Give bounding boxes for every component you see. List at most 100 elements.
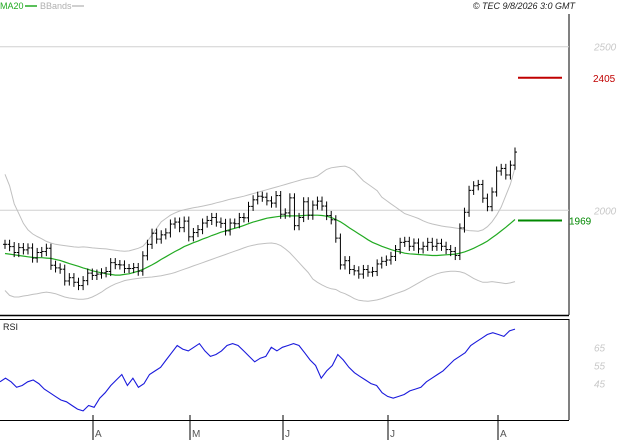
- ohlc-bar: [159, 230, 164, 244]
- ohlc-bar: [113, 258, 118, 270]
- ohlc-bar: [324, 201, 329, 221]
- bollinger-lower-line: [4, 242, 516, 302]
- ohlc-bar: [90, 268, 95, 280]
- ohlc-bar: [283, 208, 288, 219]
- ohlc-bar: [278, 191, 283, 219]
- ohlc-bar: [145, 239, 150, 261]
- ohlc-bar: [494, 166, 499, 197]
- ohlc-bar: [448, 244, 453, 257]
- ohlc-bar: [338, 233, 343, 270]
- ohlc-bar: [127, 263, 132, 274]
- ohlc-bar: [99, 268, 104, 279]
- ohlc-bar: [320, 196, 325, 211]
- ohlc-bar: [186, 216, 191, 242]
- ohlc-bar: [81, 276, 86, 291]
- ohlc-bar: [191, 227, 196, 242]
- ohlc-bar: [7, 239, 12, 252]
- ohlc-bar: [407, 236, 412, 251]
- ohlc-bar: [223, 218, 228, 236]
- ohlc-bar: [182, 216, 187, 233]
- ohlc-bar: [375, 259, 380, 277]
- ma20-line: [4, 214, 516, 276]
- ohlc-bar: [356, 266, 361, 279]
- ohlc-bar: [48, 243, 53, 270]
- ohlc-bar: [228, 218, 233, 236]
- ohlc-bar: [365, 264, 370, 277]
- ohlc-bar: [251, 195, 256, 211]
- ohlc-bar: [16, 243, 21, 258]
- ohlc-bar: [136, 262, 141, 276]
- ohlc-bar: [122, 260, 127, 274]
- ohlc-bar: [131, 262, 136, 274]
- ohlc-bar: [306, 197, 311, 220]
- ohlc-bar: [393, 244, 398, 262]
- ohlc-bar: [104, 266, 109, 278]
- ohlc-bar: [177, 217, 182, 233]
- ohlc-bar: [58, 263, 63, 274]
- ohlc-bar: [218, 217, 223, 228]
- ohlc-bar: [200, 218, 205, 235]
- ohlc-bar: [12, 242, 17, 258]
- ohlc-bar: [467, 185, 472, 217]
- ohlc-bar: [117, 260, 122, 270]
- ohlc-bar: [269, 196, 274, 208]
- ohlc-bar: [35, 247, 40, 263]
- ohlc-bar: [274, 191, 279, 208]
- ohlc-bar: [439, 238, 444, 251]
- ohlc-bar: [3, 239, 7, 249]
- ohlc-bar: [94, 269, 99, 280]
- rsi-line: [0, 328, 516, 412]
- ohlc-bar: [310, 200, 315, 220]
- ohlc-bar: [421, 241, 426, 254]
- ohlc-bar: [490, 187, 495, 212]
- ohlc-bar: [416, 238, 421, 254]
- bollinger-upper-line: [4, 165, 516, 252]
- rsi-y-tick-label: 45: [594, 380, 606, 391]
- month-label: A: [500, 429, 507, 440]
- ohlc-bar: [140, 251, 145, 276]
- ohlc-bar: [108, 258, 113, 277]
- level-label-1969: 1969: [569, 216, 592, 227]
- ohlc-bar: [287, 193, 292, 218]
- ohlc-bar: [499, 163, 504, 176]
- ohlc-bar: [471, 181, 476, 195]
- ohlc-bar: [343, 256, 347, 270]
- ohlc-bar: [411, 238, 416, 251]
- ohlc-bar: [67, 273, 72, 286]
- ohlc-bar: [292, 193, 297, 231]
- ohlc-bar: [30, 243, 35, 263]
- ohlc-bar: [246, 201, 251, 223]
- ohlc-bar: [168, 219, 173, 238]
- ohlc-bar: [370, 266, 375, 277]
- ohlc-bar: [430, 237, 435, 251]
- timestamp: © TEC 9/8/2026 3:0 GMT: [473, 1, 577, 11]
- ohlc-bar: [154, 228, 159, 244]
- ohlc-bar: [53, 260, 58, 273]
- ohlc-bar: [232, 218, 237, 229]
- ohlc-bar: [476, 179, 481, 191]
- rsi-y-tick-label: 55: [594, 361, 606, 372]
- ohlc-bar: [457, 223, 462, 261]
- ohlc-bar: [444, 241, 449, 255]
- ohlc-bar: [434, 238, 439, 251]
- month-label: J: [390, 429, 395, 440]
- ohlc-bar: [85, 268, 90, 286]
- level-label-2405: 2405: [593, 74, 616, 85]
- ohlc-bar: [237, 212, 242, 229]
- ohlc-bar: [214, 212, 219, 227]
- ohlc-bar: [71, 273, 76, 287]
- ohlc-bar: [485, 193, 490, 212]
- ohlc-bar: [462, 207, 467, 233]
- rsi-y-tick-label: 65: [594, 343, 606, 354]
- ohlc-bar: [21, 243, 26, 255]
- ohlc-bar: [329, 210, 334, 225]
- ohlc-bar: [62, 264, 67, 286]
- ohlc-bar: [241, 212, 246, 223]
- ohlc-bar: [163, 228, 168, 240]
- ma-legend-label: MA20: [0, 1, 24, 11]
- ohlc-bar: [347, 256, 352, 275]
- ohlc-bar: [425, 237, 430, 251]
- ohlc-bar: [195, 225, 200, 238]
- rsi-pane-label: RSI: [3, 322, 18, 332]
